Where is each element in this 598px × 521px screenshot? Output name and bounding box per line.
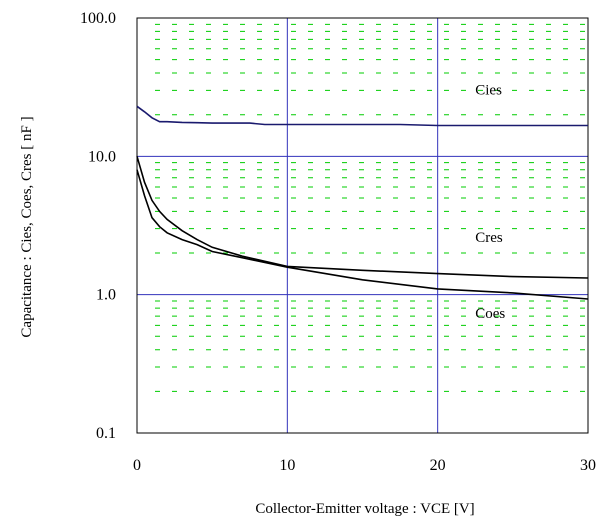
annotation-coes: Coes (475, 306, 505, 322)
series-line-coes (136, 169, 589, 300)
y-tick-label: 10.0 (88, 148, 116, 165)
annotation-cies: Cies (475, 82, 502, 98)
minor-grid (155, 23, 586, 392)
series-line-cres (136, 156, 589, 279)
y-tick-labels: 0.1 1.0 10.0 100.0 (80, 10, 116, 442)
annotation-cres: Cres (475, 230, 503, 246)
annotation-layer: Cies Cres Coes (475, 82, 505, 321)
plot-frame (136, 17, 589, 434)
x-axis-label: Collector-Emitter voltage : VCE [V] (255, 501, 474, 517)
major-grid (137, 18, 588, 433)
y-tick-label: 0.1 (96, 425, 116, 442)
y-axis-label: Capacitance : Cies, Coes, Cres [ nF ] (19, 116, 35, 337)
y-tick-label: 1.0 (96, 287, 116, 304)
x-tick-label: 30 (580, 457, 596, 474)
x-tick-labels: 0 10 20 30 (133, 457, 596, 474)
x-tick-label: 10 (279, 457, 295, 474)
y-tick-label: 100.0 (80, 10, 116, 27)
x-tick-label: 0 (133, 457, 141, 474)
series-line-cies (136, 105, 588, 127)
x-tick-label: 20 (430, 457, 446, 474)
series-layer (136, 105, 589, 300)
